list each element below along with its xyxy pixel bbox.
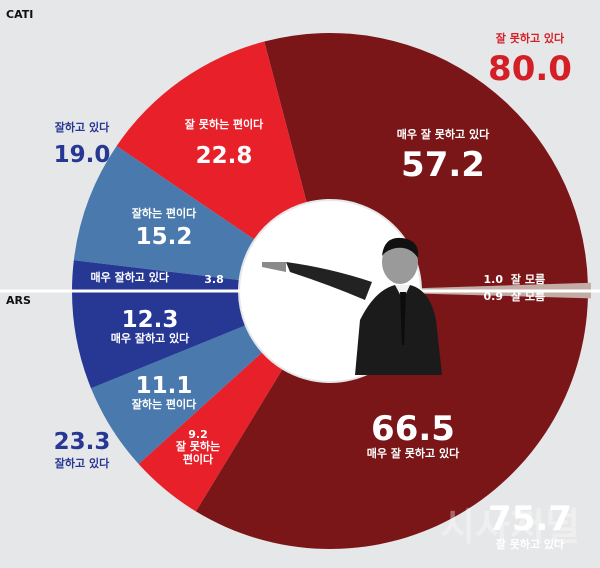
value-ars-매우-잘-못하고-있다: 66.5 xyxy=(371,409,455,449)
label-cati-잘-모름: 잘 모름 xyxy=(511,273,545,286)
value-ars-잘하는-편이다: 11.1 xyxy=(136,373,193,399)
person-silhouette xyxy=(262,237,442,375)
slice-ars-매우-잘하고-있다 xyxy=(72,291,245,389)
slice-cati-잘하는-편이다 xyxy=(73,145,254,281)
ars-positive-total-value: 23.3 xyxy=(54,429,111,455)
value-ars-잘-모름: 0.9 xyxy=(484,290,504,303)
slice-cati-매우-잘하고-있다 xyxy=(72,260,239,291)
value-ars-매우-잘하고-있다: 12.3 xyxy=(122,307,179,333)
survey-name-ars: ARS xyxy=(6,294,31,307)
label-cati-매우-잘-못하고-있다: 매우 잘 못하고 있다 xyxy=(397,127,490,141)
label-ars-매우-잘하고-있다: 매우 잘하고 있다 xyxy=(111,331,190,345)
label-cati-잘하는-편이다: 잘하는 편이다 xyxy=(132,206,197,220)
slice-labels: 1.0 잘 모름 57.2 매우 잘 못하고 있다 22.8 잘 못하는 편이다 15.2 잘… xyxy=(91,117,546,466)
cati-negative-total-label: 잘 못하고 있다 xyxy=(496,31,565,45)
value-cati-매우-잘-못하고-있다: 57.2 xyxy=(401,145,485,185)
watermark-text: 시사저널 xyxy=(440,504,580,549)
head xyxy=(382,240,418,284)
label-ars-잘하는-편이다: 잘하는 편이다 xyxy=(132,397,197,411)
slice-cati-잘-모름 xyxy=(421,282,591,291)
pointing-hand xyxy=(262,262,286,272)
label-ars-잘-못하는-편이다: 잘 못하는 xyxy=(176,439,220,453)
cati-negative-total-value: 80.0 xyxy=(488,49,572,89)
pointing-arm xyxy=(286,262,372,300)
label-cati-잘-못하는-편이다: 잘 못하는 편이다 xyxy=(185,117,264,131)
slice-ars-잘-모름 xyxy=(421,291,591,299)
ars-positive-total-label: 잘하고 있다 xyxy=(55,456,110,470)
ars-negative-total-value: 75.7 xyxy=(488,499,572,539)
label-cati-매우-잘하고-있다: 매우 잘하고 있다 xyxy=(91,270,170,284)
slice-ars-매우-잘-못하고-있다 xyxy=(195,293,588,549)
necktie xyxy=(400,292,406,345)
suit-body xyxy=(355,285,442,375)
value-cati-잘-못하는-편이다: 22.8 xyxy=(196,143,253,169)
cati-positive-total-label: 잘하고 있다 xyxy=(55,120,110,134)
value-cati-잘-모름: 1.0 xyxy=(484,273,504,286)
value-ars-잘-못하는-편이다: 9.2 xyxy=(188,428,208,441)
center-photo xyxy=(240,201,442,381)
donut-slices xyxy=(72,33,591,549)
label-ars-잘-모름: 잘 모름 xyxy=(511,290,545,303)
slice-ars-잘-못하는-편이다 xyxy=(138,352,283,512)
cati-positive-total-value: 19.0 xyxy=(54,142,111,168)
label-ars-매우-잘-못하고-있다: 매우 잘 못하고 있다 xyxy=(367,446,460,460)
survey-name-cati: CATI xyxy=(6,8,33,21)
label-ars-잘-못하는-편이다: 편이다 xyxy=(183,452,214,466)
value-cati-잘하는-편이다: 15.2 xyxy=(136,224,193,250)
watermark: 시사저널 xyxy=(440,504,580,549)
slice-cati-매우-잘-못하고-있다 xyxy=(264,33,588,289)
value-cati-매우-잘하고-있다: 3.8 xyxy=(204,273,224,286)
hair xyxy=(382,237,419,258)
ars-negative-total-label: 잘 못하고 있다 xyxy=(496,537,565,551)
slice-cati-잘-못하는-편이다 xyxy=(116,41,307,240)
slice-ars-잘하는-편이다 xyxy=(91,325,262,465)
